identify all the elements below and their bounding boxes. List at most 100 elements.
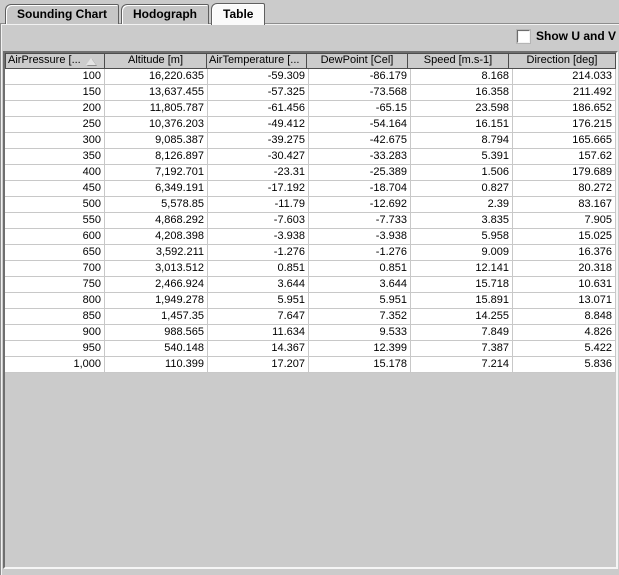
table-cell[interactable]: 550 <box>5 213 105 229</box>
table-cell[interactable]: 0.827 <box>411 181 513 197</box>
table-cell[interactable]: 16,220.635 <box>105 69 208 85</box>
table-cell[interactable]: 0.851 <box>208 261 309 277</box>
column-header-altitude-m[interactable]: Altitude [m] <box>104 53 207 69</box>
table-cell[interactable]: 17.207 <box>208 357 309 373</box>
table-cell[interactable]: -7.733 <box>309 213 411 229</box>
table-cell[interactable]: 11.634 <box>208 325 309 341</box>
table-cell[interactable]: 540.148 <box>105 341 208 357</box>
table-cell[interactable]: 3,013.512 <box>105 261 208 277</box>
tab-sounding-chart[interactable]: Sounding Chart <box>5 4 119 24</box>
table-cell[interactable]: 4,868.292 <box>105 213 208 229</box>
table-cell[interactable]: -42.675 <box>309 133 411 149</box>
column-header-direction-deg[interactable]: Direction [deg] <box>508 53 616 69</box>
table-cell[interactable]: 1.506 <box>411 165 513 181</box>
table-cell[interactable]: -3.938 <box>208 229 309 245</box>
table-cell[interactable]: 23.598 <box>411 101 513 117</box>
table-cell[interactable]: 3,592.211 <box>105 245 208 261</box>
table-cell[interactable]: 179.689 <box>513 165 616 181</box>
table-cell[interactable]: -1.276 <box>208 245 309 261</box>
column-header-airtemperature[interactable]: AirTemperature [... <box>206 53 307 69</box>
table-cell[interactable]: 7.214 <box>411 357 513 373</box>
table-cell[interactable]: -17.192 <box>208 181 309 197</box>
table-cell[interactable]: 750 <box>5 277 105 293</box>
table-cell[interactable]: -33.283 <box>309 149 411 165</box>
table-cell[interactable]: -30.427 <box>208 149 309 165</box>
table-cell[interactable]: 10.631 <box>513 277 616 293</box>
table-cell[interactable]: 5.951 <box>208 293 309 309</box>
table-cell[interactable]: 1,457.35 <box>105 309 208 325</box>
table-cell[interactable]: 5.958 <box>411 229 513 245</box>
table-cell[interactable]: 9.533 <box>309 325 411 341</box>
table-cell[interactable]: 9.009 <box>411 245 513 261</box>
table-cell[interactable]: 850 <box>5 309 105 325</box>
table-cell[interactable]: 7.352 <box>309 309 411 325</box>
table-cell[interactable]: 1,949.278 <box>105 293 208 309</box>
table-cell[interactable]: 15.891 <box>411 293 513 309</box>
column-header-airpressure[interactable]: AirPressure [... <box>5 53 105 69</box>
table-cell[interactable]: 950 <box>5 341 105 357</box>
table-cell[interactable]: 10,376.203 <box>105 117 208 133</box>
table-cell[interactable]: 13.071 <box>513 293 616 309</box>
table-cell[interactable]: 15.178 <box>309 357 411 373</box>
table-cell[interactable]: 110.399 <box>105 357 208 373</box>
table-cell[interactable]: 13,637.455 <box>105 85 208 101</box>
table-cell[interactable]: -49.412 <box>208 117 309 133</box>
table-cell[interactable]: 5.391 <box>411 149 513 165</box>
table-cell[interactable]: 200 <box>5 101 105 117</box>
table-cell[interactable]: -57.325 <box>208 85 309 101</box>
table-cell[interactable]: 1,000 <box>5 357 105 373</box>
table-cell[interactable]: 157.62 <box>513 149 616 165</box>
table-cell[interactable]: 7.387 <box>411 341 513 357</box>
table-cell[interactable]: 7.647 <box>208 309 309 325</box>
show-uv-checkbox[interactable]: Show U and V <box>517 29 616 43</box>
tab-table[interactable]: Table <box>211 3 266 25</box>
table-cell[interactable]: 500 <box>5 197 105 213</box>
table-cell[interactable]: 2.39 <box>411 197 513 213</box>
table-cell[interactable]: 214.033 <box>513 69 616 85</box>
table-cell[interactable]: 5.422 <box>513 341 616 357</box>
table-cell[interactable]: 4,208.398 <box>105 229 208 245</box>
table-cell[interactable]: 600 <box>5 229 105 245</box>
table-cell[interactable]: 2,466.924 <box>105 277 208 293</box>
table-cell[interactable]: 5.951 <box>309 293 411 309</box>
table-cell[interactable]: 9,085.387 <box>105 133 208 149</box>
table-cell[interactable]: -65.15 <box>309 101 411 117</box>
table-cell[interactable]: 20.318 <box>513 261 616 277</box>
table-cell[interactable]: -25.389 <box>309 165 411 181</box>
tab-hodograph[interactable]: Hodograph <box>121 4 209 24</box>
table-cell[interactable]: -54.164 <box>309 117 411 133</box>
table-cell[interactable]: 6,349.191 <box>105 181 208 197</box>
table-cell[interactable]: 7.849 <box>411 325 513 341</box>
table-cell[interactable]: 7.905 <box>513 213 616 229</box>
table-cell[interactable]: 8,126.897 <box>105 149 208 165</box>
table-cell[interactable]: 165.665 <box>513 133 616 149</box>
table-cell[interactable]: 900 <box>5 325 105 341</box>
table-cell[interactable]: 12.141 <box>411 261 513 277</box>
table-cell[interactable]: 3.644 <box>309 277 411 293</box>
table-cell[interactable]: 450 <box>5 181 105 197</box>
table-cell[interactable]: -11.79 <box>208 197 309 213</box>
table-cell[interactable]: 8.168 <box>411 69 513 85</box>
table-cell[interactable]: 300 <box>5 133 105 149</box>
table-cell[interactable]: 14.367 <box>208 341 309 357</box>
table-cell[interactable]: 150 <box>5 85 105 101</box>
table-cell[interactable]: -39.275 <box>208 133 309 149</box>
table-cell[interactable]: 700 <box>5 261 105 277</box>
table-cell[interactable]: 4.826 <box>513 325 616 341</box>
table-cell[interactable]: -23.31 <box>208 165 309 181</box>
table-cell[interactable]: 100 <box>5 69 105 85</box>
table-cell[interactable]: 8.848 <box>513 309 616 325</box>
table-cell[interactable]: 5,578.85 <box>105 197 208 213</box>
table-cell[interactable]: 12.399 <box>309 341 411 357</box>
table-cell[interactable]: 7,192.701 <box>105 165 208 181</box>
table-cell[interactable]: -1.276 <box>309 245 411 261</box>
table-cell[interactable]: -86.179 <box>309 69 411 85</box>
table-cell[interactable]: -7.603 <box>208 213 309 229</box>
table-cell[interactable]: 83.167 <box>513 197 616 213</box>
table-cell[interactable]: 8.794 <box>411 133 513 149</box>
table-cell[interactable]: 11,805.787 <box>105 101 208 117</box>
table-cell[interactable]: -61.456 <box>208 101 309 117</box>
table-cell[interactable]: 211.492 <box>513 85 616 101</box>
table-cell[interactable]: -73.568 <box>309 85 411 101</box>
table-cell[interactable]: -18.704 <box>309 181 411 197</box>
